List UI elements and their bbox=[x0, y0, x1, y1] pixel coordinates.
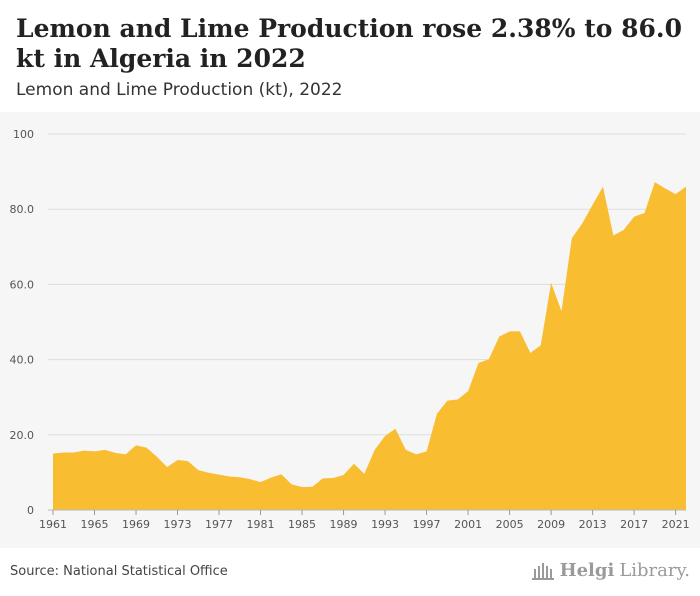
chart-title: Lemon and Lime Production rose 2.38% to … bbox=[16, 14, 683, 73]
x-tick-label: 2013 bbox=[579, 518, 607, 531]
x-tick-label: 1989 bbox=[330, 518, 358, 531]
x-tick-label: 1965 bbox=[81, 518, 109, 531]
chart-header: Lemon and Lime Production rose 2.38% to … bbox=[0, 0, 700, 112]
y-tick-label: 60.0 bbox=[10, 278, 35, 291]
x-tick-label: 1981 bbox=[247, 518, 275, 531]
logo-text-library: Library. bbox=[619, 560, 690, 581]
x-tick-label: 2017 bbox=[620, 518, 648, 531]
logo-text-helgi: Helgi bbox=[559, 560, 615, 581]
y-tick-label: 40.0 bbox=[10, 354, 35, 367]
x-tick-label: 1961 bbox=[39, 518, 67, 531]
y-tick-label: 100 bbox=[13, 128, 34, 141]
area-series bbox=[53, 182, 686, 510]
x-tick-label: 1997 bbox=[413, 518, 441, 531]
x-tick-label: 1993 bbox=[371, 518, 399, 531]
x-tick-label: 2001 bbox=[454, 518, 482, 531]
library-building-icon bbox=[531, 562, 554, 580]
x-tick-label: 2009 bbox=[537, 518, 565, 531]
source-note: Source: National Statistical Office bbox=[10, 564, 228, 579]
x-tick-label: 2005 bbox=[496, 518, 524, 531]
x-tick-label: 1969 bbox=[122, 518, 150, 531]
x-tick-label: 1977 bbox=[205, 518, 233, 531]
y-tick-label: 0 bbox=[27, 504, 34, 517]
chart-subtitle: Lemon and Lime Production (kt), 2022 bbox=[16, 80, 343, 100]
x-tick-label: 2021 bbox=[662, 518, 690, 531]
y-tick-label: 80.0 bbox=[10, 203, 35, 216]
y-tick-label: 20.0 bbox=[10, 429, 35, 442]
area-chart: 0 20.0 40.0 60.0 80.0 100 1961 1965 1969 1973 1977… bbox=[10, 128, 690, 531]
helgi-library-logo: Helgi Library. bbox=[531, 560, 690, 581]
x-tick-label: 1973 bbox=[164, 518, 192, 531]
chart-footer bbox=[0, 548, 700, 596]
x-tick-label: 1985 bbox=[288, 518, 316, 531]
